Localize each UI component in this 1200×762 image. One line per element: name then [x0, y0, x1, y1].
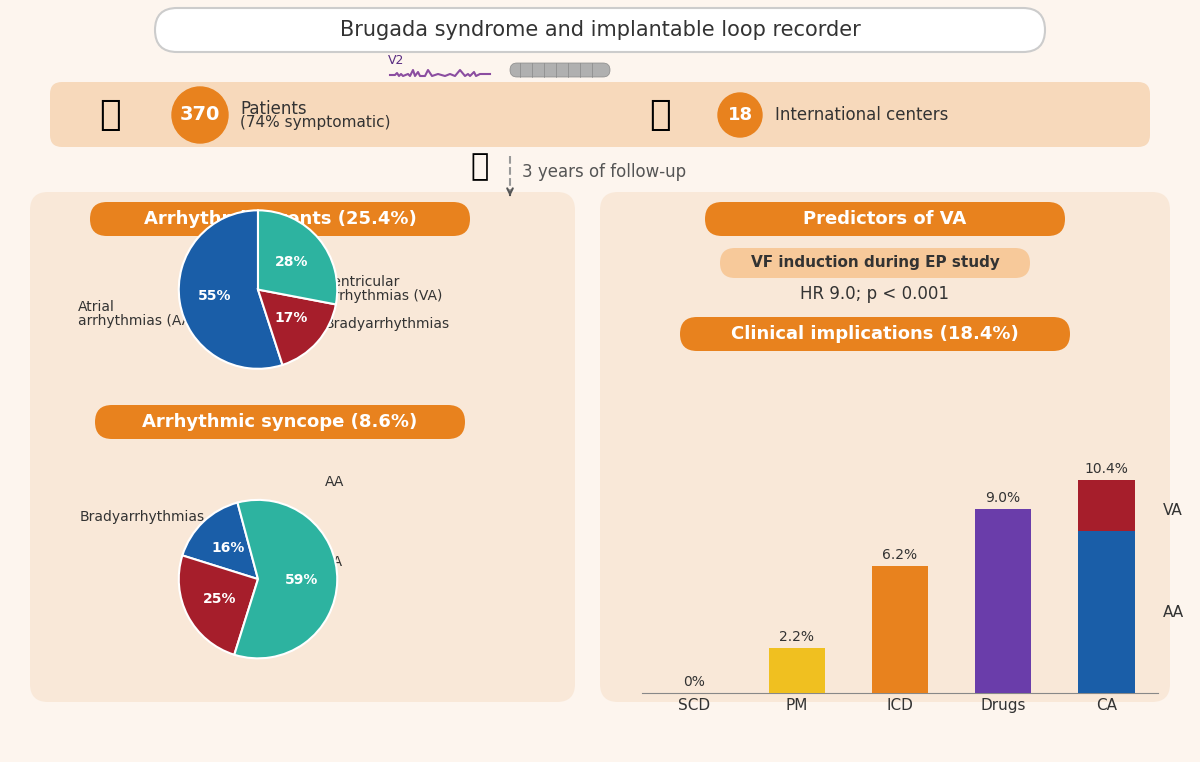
Bar: [768, 648, 826, 693]
Text: Arrhythmic syncope (8.6%): Arrhythmic syncope (8.6%): [143, 413, 418, 431]
Wedge shape: [179, 555, 258, 655]
Circle shape: [718, 93, 762, 137]
Text: VA: VA: [1163, 504, 1183, 518]
Text: Atrial: Atrial: [78, 300, 115, 314]
Text: V2: V2: [388, 54, 404, 67]
Text: 🏥: 🏥: [649, 98, 671, 132]
FancyBboxPatch shape: [155, 8, 1045, 52]
Text: arrhythmias (AA): arrhythmias (AA): [78, 314, 197, 328]
Text: 📅: 📅: [470, 152, 490, 181]
FancyBboxPatch shape: [510, 63, 610, 77]
Wedge shape: [258, 290, 336, 365]
Text: Bradyarrhythmias: Bradyarrhythmias: [80, 510, 205, 524]
Text: Arrhythmic events (25.4%): Arrhythmic events (25.4%): [144, 210, 416, 228]
Text: 370: 370: [180, 105, 220, 124]
Text: arrhythmias (VA): arrhythmias (VA): [325, 289, 443, 303]
Text: 👥: 👥: [100, 98, 121, 132]
FancyBboxPatch shape: [600, 192, 1170, 702]
Text: Clinical implications (18.4%): Clinical implications (18.4%): [731, 325, 1019, 343]
Text: HR 9.0; p < 0.001: HR 9.0; p < 0.001: [800, 285, 949, 303]
Bar: [871, 566, 929, 693]
Bar: [974, 509, 1032, 693]
Text: 17%: 17%: [274, 312, 307, 325]
FancyBboxPatch shape: [706, 202, 1066, 236]
Text: 6.2%: 6.2%: [882, 548, 918, 562]
FancyBboxPatch shape: [720, 248, 1030, 278]
FancyBboxPatch shape: [30, 192, 575, 702]
Text: Ventricular: Ventricular: [325, 275, 401, 289]
FancyBboxPatch shape: [95, 405, 466, 439]
Text: 10.4%: 10.4%: [1085, 462, 1128, 476]
Text: 28%: 28%: [275, 255, 308, 269]
Text: 3 years of follow-up: 3 years of follow-up: [522, 163, 686, 181]
Text: AA: AA: [325, 475, 344, 489]
Bar: [1078, 531, 1134, 693]
Text: 0%: 0%: [683, 675, 704, 690]
Text: Brugada syndrome and implantable loop recorder: Brugada syndrome and implantable loop re…: [340, 20, 860, 40]
FancyBboxPatch shape: [50, 82, 1150, 147]
Text: VA: VA: [325, 555, 343, 569]
Text: 2.2%: 2.2%: [780, 630, 815, 644]
Text: 16%: 16%: [211, 541, 245, 555]
Wedge shape: [182, 503, 258, 579]
Wedge shape: [258, 210, 337, 304]
Text: 9.0%: 9.0%: [985, 491, 1021, 504]
Text: Predictors of VA: Predictors of VA: [803, 210, 967, 228]
FancyBboxPatch shape: [90, 202, 470, 236]
Text: International centers: International centers: [775, 106, 948, 124]
FancyBboxPatch shape: [680, 317, 1070, 351]
Wedge shape: [234, 500, 337, 658]
Bar: [1078, 480, 1134, 531]
Text: 25%: 25%: [203, 592, 236, 607]
Wedge shape: [179, 210, 282, 369]
Text: AA: AA: [1163, 605, 1184, 620]
Text: Bradyarrhythmias: Bradyarrhythmias: [325, 317, 450, 331]
Text: Patients: Patients: [240, 100, 307, 118]
Circle shape: [172, 87, 228, 143]
Text: 18: 18: [727, 106, 752, 124]
Text: 59%: 59%: [284, 573, 318, 587]
Text: 55%: 55%: [198, 290, 232, 303]
Text: (74% symptomatic): (74% symptomatic): [240, 116, 390, 130]
Text: VF induction during EP study: VF induction during EP study: [750, 255, 1000, 271]
